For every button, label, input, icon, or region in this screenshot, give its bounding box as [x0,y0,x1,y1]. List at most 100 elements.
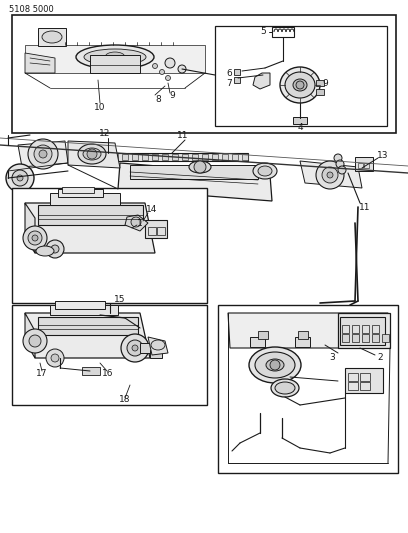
Bar [348,382,358,390]
Bar [92,154,98,160]
Ellipse shape [293,79,307,91]
Polygon shape [25,53,55,73]
Ellipse shape [255,352,295,378]
Circle shape [51,354,59,362]
Text: 11: 11 [177,132,189,141]
Bar [355,157,373,171]
Bar [242,154,248,160]
Ellipse shape [105,52,125,62]
Bar [202,154,208,160]
Circle shape [46,349,64,367]
Bar [360,373,370,381]
Bar [192,154,198,160]
Circle shape [178,65,186,73]
Bar [50,305,118,315]
Ellipse shape [275,382,295,394]
Text: 9: 9 [169,92,175,101]
Bar [152,154,158,160]
Bar [316,80,324,86]
Bar [258,331,268,339]
Bar [172,154,178,160]
Text: 17: 17 [36,368,48,377]
Bar [148,227,156,235]
Circle shape [46,240,64,258]
Bar [132,154,138,160]
Bar [345,368,383,393]
Bar [250,337,265,347]
Ellipse shape [249,347,301,383]
Text: 12: 12 [99,130,111,139]
Text: 18: 18 [119,395,131,405]
Bar [58,189,103,197]
Ellipse shape [78,144,106,164]
Ellipse shape [285,72,315,98]
Bar [364,163,369,168]
Bar [140,343,154,353]
Bar [90,55,140,73]
Polygon shape [25,203,155,253]
Circle shape [39,150,47,158]
Text: 8: 8 [155,94,161,103]
Polygon shape [338,313,390,348]
Text: 5: 5 [260,28,266,36]
Bar [362,325,369,333]
Bar [372,334,379,342]
Circle shape [127,340,143,356]
Ellipse shape [253,163,277,179]
Bar [372,325,379,333]
Bar [38,28,66,46]
Polygon shape [253,73,270,89]
Circle shape [160,69,164,75]
Text: 7: 7 [226,78,232,87]
Bar [340,317,385,345]
Polygon shape [18,141,68,167]
Circle shape [51,245,59,253]
Circle shape [165,58,175,68]
Bar [38,317,138,335]
Text: 4: 4 [297,123,303,132]
Bar [12,305,207,405]
Bar [352,334,359,342]
Text: 2: 2 [377,352,383,361]
Ellipse shape [84,49,146,65]
Text: 13: 13 [377,151,389,160]
Ellipse shape [131,217,141,227]
Circle shape [322,167,338,183]
Bar [122,154,128,160]
Circle shape [12,170,28,186]
Bar [342,325,349,333]
Text: 14: 14 [146,206,157,214]
Bar [38,205,143,225]
Circle shape [270,360,280,370]
Circle shape [338,166,346,174]
Bar [78,153,248,161]
Bar [82,154,88,160]
Bar [82,367,100,375]
Text: 16: 16 [102,368,114,377]
Text: 9: 9 [322,78,328,87]
Circle shape [334,154,342,162]
Bar [352,325,359,333]
Polygon shape [25,313,150,358]
Bar [358,163,363,168]
Circle shape [23,329,47,353]
Text: 1: 1 [137,219,143,228]
Bar [102,154,108,160]
Circle shape [32,235,38,241]
Circle shape [29,335,41,347]
Bar [360,382,370,390]
Ellipse shape [266,359,284,371]
Bar [150,350,162,358]
Circle shape [23,226,47,250]
Circle shape [296,81,304,89]
Circle shape [87,149,97,159]
Text: 3: 3 [329,353,335,362]
Bar [316,89,324,95]
Ellipse shape [280,67,320,103]
Polygon shape [125,215,148,231]
Bar [157,227,165,235]
Circle shape [34,145,52,163]
Ellipse shape [83,148,101,160]
Circle shape [6,164,34,192]
Bar [272,27,294,37]
